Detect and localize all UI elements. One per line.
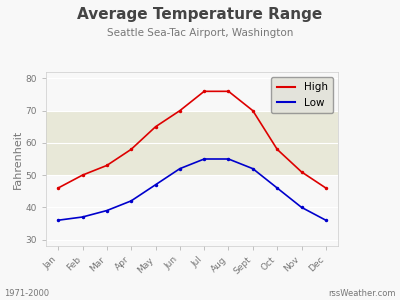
- Text: rssWeather.com: rssWeather.com: [328, 290, 396, 298]
- Legend: High, Low: High, Low: [271, 77, 333, 113]
- Text: Average Temperature Range: Average Temperature Range: [77, 8, 323, 22]
- Text: 1971-2000: 1971-2000: [4, 290, 49, 298]
- Text: Seattle Sea-Tac Airport, Washington: Seattle Sea-Tac Airport, Washington: [107, 28, 293, 38]
- Bar: [46, 111, 338, 175]
- Y-axis label: Fahrenheit: Fahrenheit: [13, 129, 23, 189]
